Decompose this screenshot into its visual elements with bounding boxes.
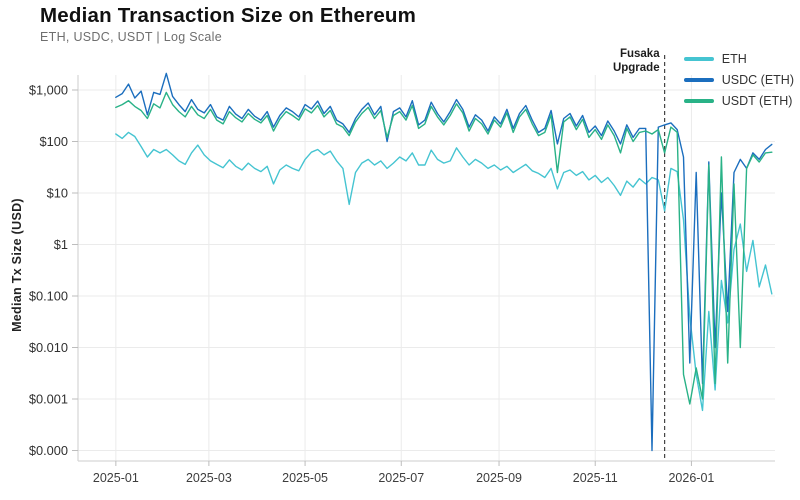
fusaka-annotation: Fusaka Upgrade <box>613 48 666 461</box>
x-tick-label: 2025-03 <box>186 471 232 485</box>
legend-item-eth: ETH <box>683 52 794 66</box>
gridlines <box>78 75 775 461</box>
annotation-label-line1: Fusaka <box>620 48 660 60</box>
usdc-line-swatch-icon <box>683 78 714 82</box>
y-tick-label: $0.010 <box>29 340 68 355</box>
x-tick-label: 2026-01 <box>668 471 714 485</box>
eth-line-swatch-icon <box>683 57 714 61</box>
data-series <box>115 72 773 452</box>
x-tick-label: 2025-05 <box>282 471 328 485</box>
y-tick-label: $1 <box>54 237 68 252</box>
legend-item-usdc: USDC (ETH) <box>683 73 794 87</box>
chart-subtitle: ETH, USDC, USDT | Log Scale <box>40 30 223 44</box>
x-tick-label: 2025-11 <box>573 471 618 485</box>
axis-ticks <box>72 89 692 466</box>
series-line-eth <box>115 131 773 412</box>
chart-title: Median Transaction Size on Ethereum <box>40 4 417 27</box>
legend-label-eth: ETH <box>721 52 747 66</box>
y-tick-label: $0.100 <box>29 289 68 304</box>
series-line-usdc-eth <box>115 72 773 452</box>
y-tick-label: $1,000 <box>29 83 68 98</box>
y-tick-label: $100 <box>40 134 68 149</box>
legend-label-usdt: USDT (ETH) <box>721 94 793 108</box>
axis-spines <box>77 75 775 462</box>
y-tick-label: $10 <box>47 186 68 201</box>
legend-item-usdt: USDT (ETH) <box>683 94 794 108</box>
annotation-label-line2: Upgrade <box>613 62 660 74</box>
x-tick-label: 2025-09 <box>476 471 522 485</box>
x-tick-label: 2025-07 <box>378 471 424 485</box>
axis-tick-labels: $1,000 $100 $10 $1 $0.100 $0.010 $0.001 $0.000 2… <box>29 83 715 486</box>
x-tick-label: 2025-01 <box>93 471 139 485</box>
legend: ETH USDC (ETH) USDT (ETH) <box>683 52 794 108</box>
legend-label-usdc: USDC (ETH) <box>721 73 794 87</box>
y-tick-label: $0.001 <box>29 392 68 407</box>
y-tick-label: $0.000 <box>29 443 68 458</box>
usdt-line-swatch-icon <box>683 99 714 103</box>
series-line-usdt-eth <box>115 91 773 405</box>
